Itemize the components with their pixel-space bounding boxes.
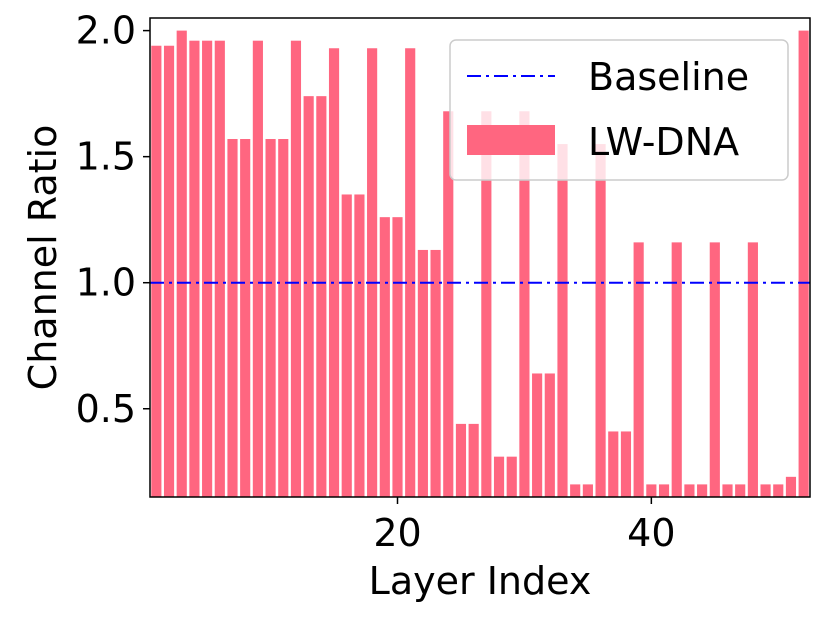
- bar-layer-51: [785, 476, 797, 497]
- bar-layer-11: [278, 139, 289, 497]
- y-tick-label: 2.0: [76, 9, 136, 53]
- plot-frame: [149, 17, 811, 498]
- bar-layer-3: [176, 30, 187, 498]
- bar-layer-14: [316, 96, 327, 497]
- bar-layer-32: [544, 373, 555, 497]
- bar-layer-7: [227, 139, 238, 497]
- bar-layer-22: [417, 249, 428, 497]
- bar-layer-50: [773, 484, 784, 497]
- bar-layer-31: [532, 373, 543, 497]
- y-tick-label: 0.5: [76, 387, 136, 431]
- bar-layer-39: [633, 242, 644, 497]
- bar-layer-13: [303, 96, 314, 497]
- bar-layer-33: [557, 144, 568, 498]
- legend-label-baseline: Baseline: [588, 55, 749, 99]
- bar-layer-47: [735, 484, 746, 497]
- bar-series-lw-dna: [151, 30, 809, 498]
- bar-layer-44: [697, 484, 708, 497]
- bar-layer-28: [493, 456, 505, 497]
- legend-lw-dna-swatch: [467, 125, 555, 155]
- bar-layer-10: [265, 139, 276, 497]
- bar-layer-1: [151, 45, 162, 498]
- bar-layer-4: [189, 40, 200, 497]
- legend: Baseline LW-DNA: [449, 39, 789, 181]
- bar-layer-18: [367, 48, 378, 498]
- bar-layer-46: [722, 484, 733, 497]
- bar-layer-41: [658, 484, 670, 497]
- x-tick-label: 20: [373, 511, 421, 555]
- bar-layer-6: [214, 40, 225, 497]
- bar-layer-2: [163, 45, 175, 498]
- bar-layer-38: [620, 431, 632, 497]
- bar-layer-24: [443, 111, 454, 498]
- bar-layer-35: [582, 484, 593, 497]
- legend-label-lw-dna: LW-DNA: [588, 120, 739, 164]
- bar-layer-49: [760, 484, 771, 497]
- bar-layer-30: [519, 111, 530, 498]
- bar-layer-37: [608, 431, 619, 497]
- bar-layer-17: [354, 194, 365, 497]
- bar-layer-36: [595, 144, 606, 498]
- bar-layer-16: [341, 194, 352, 497]
- x-tick-label: 40: [627, 511, 675, 555]
- bar-layer-15: [328, 48, 340, 498]
- bar-layer-26: [468, 423, 479, 497]
- bar-layer-8: [240, 139, 251, 497]
- bar-layer-25: [455, 423, 467, 497]
- bar-layer-23: [430, 249, 441, 497]
- bar-layer-27: [481, 111, 492, 498]
- bar-layer-12: [290, 40, 302, 497]
- bar-layer-19: [379, 217, 390, 498]
- bar-layer-52: [798, 30, 809, 498]
- y-axis-label: Channel Ratio: [21, 125, 65, 391]
- bar-layer-34: [570, 484, 581, 497]
- bar-layer-48: [747, 242, 758, 497]
- y-axis: 0.5 1.0 1.5 2.0: [76, 9, 150, 431]
- bar-layer-29: [506, 456, 517, 497]
- x-axis-label: Layer Index: [369, 559, 592, 603]
- x-axis: 20 40: [373, 497, 676, 555]
- bar-layer-42: [671, 242, 682, 497]
- bar-layer-20: [392, 217, 403, 498]
- bar-layer-9: [252, 40, 263, 497]
- bar-layer-45: [709, 242, 720, 497]
- y-tick-label: 1.5: [76, 135, 136, 179]
- bar-layer-43: [684, 484, 695, 497]
- bar-layer-21: [405, 48, 416, 498]
- y-tick-label: 1.0: [76, 261, 136, 305]
- bar-layer-5: [202, 40, 213, 497]
- bar-layer-40: [646, 484, 657, 497]
